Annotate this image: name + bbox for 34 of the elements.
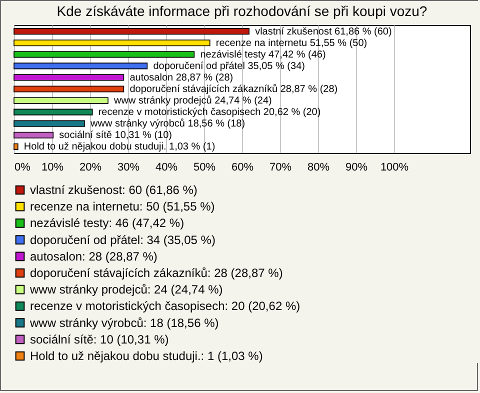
data-label: nezávislé testy 47,42 % (46) [200,49,326,60]
legend-label: sociální sítě: 10 (10,31 %) [30,332,169,346]
legend-label: vlastní zkušenost: 60 (61,86 %) [30,183,198,197]
legend-label: nezávislé testy: 46 (47,42 %) [30,216,184,230]
legend-label: recenze na internetu: 50 (51,55 %) [30,200,215,214]
legend-label: recenze v motoristických časopisech: 20 (20,62 %) [30,299,300,314]
x-tick-label: 20% [79,162,102,174]
x-tick-label: 90% [345,162,368,174]
data-label: www stránky výrobců 18,56 % (18) [90,118,246,130]
data-label: vlastní zkušenost 61,86 % (60) [255,26,392,38]
data-label: www stránky prodejců 24,74 % (24) [113,94,272,107]
x-tick-label: 50% [193,162,216,174]
data-label: doporučení stávajících zákazníků 28,87 % (28) [130,83,338,95]
data-label: recenze v motoristických časopisech 20,62 % (20) [98,107,321,118]
data-label: Hold to už nějakou dobu studuji. 1,03 % (1) [24,142,216,153]
x-tick-label: 60% [231,162,254,174]
x-tick-label: 30% [117,162,140,174]
data-label: doporučení od přátel 35,05 % (34) [153,60,305,72]
chart-title: Kde získáváte informace při rozhodování se při koupi vozu? [56,3,428,19]
x-tick-label: 0% [14,162,31,174]
legend-label: doporučení od přátel: 34 (35,05 %) [30,232,216,247]
legend-label: autosalon: 28 (28,87 %) [30,249,158,264]
x-tick-label: 40% [155,162,178,174]
data-label: sociální sítě 10,31 % (10) [59,130,172,142]
legend-label: Hold to už nějakou dobu studuji.: 1 (1,03 %) [30,349,263,363]
legend-label: doporučení stávajících zákazníků: 28 (28,87 %) [30,266,283,280]
legend-label: www stránky výrobců: 18 (18,56 %) [29,316,219,330]
data-label: recenze na internetu 51,55 % (50) [216,38,368,49]
x-tick-label: 80% [307,162,330,174]
data-label: autosalon 28,87 % (28) [130,72,234,84]
x-tick-label: 10% [41,162,64,174]
legend-label: www stránky prodejců: 24 (24,74 %) [29,282,223,297]
x-tick-label: 100% [380,162,409,174]
x-tick-label: 70% [269,162,292,174]
